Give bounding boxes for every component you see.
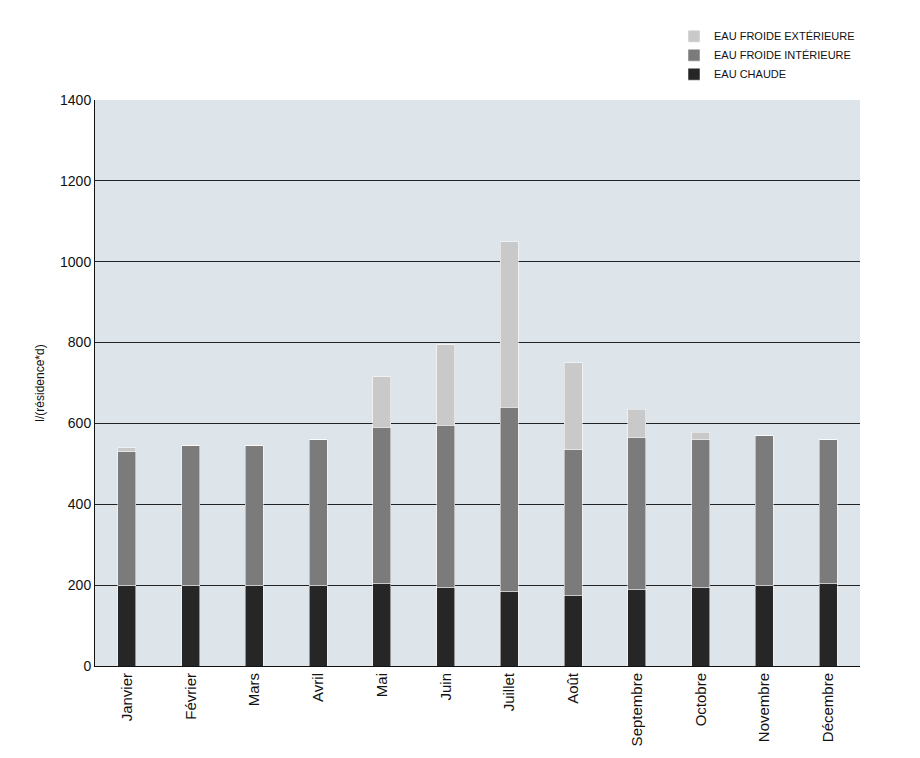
svg-text:1200: 1200 (60, 173, 91, 189)
svg-text:Avril: Avril (309, 673, 326, 702)
svg-text:Octobre: Octobre (692, 673, 709, 726)
svg-text:Novembre: Novembre (755, 673, 772, 742)
svg-text:Septembre: Septembre (628, 673, 645, 746)
svg-text:EAU FROIDE EXTÉRIEURE: EAU FROIDE EXTÉRIEURE (714, 30, 855, 42)
svg-text:Mai: Mai (373, 673, 390, 697)
svg-text:Août: Août (564, 672, 581, 704)
svg-text:Mars: Mars (245, 673, 262, 706)
svg-text:Décembre: Décembre (819, 673, 836, 742)
svg-text:0: 0 (83, 658, 91, 674)
svg-text:Juillet: Juillet (500, 672, 517, 711)
svg-text:l/(résidence*d): l/(résidence*d) (33, 344, 47, 421)
svg-text:EAU CHAUDE: EAU CHAUDE (714, 68, 786, 80)
svg-text:Février: Février (182, 673, 199, 720)
svg-text:400: 400 (68, 496, 92, 512)
svg-text:Janvier: Janvier (118, 673, 135, 721)
svg-text:800: 800 (68, 334, 92, 350)
svg-text:Juin: Juin (437, 673, 454, 701)
svg-text:EAU FROIDE INTÉRIEURE: EAU FROIDE INTÉRIEURE (714, 49, 851, 61)
svg-text:600: 600 (68, 415, 92, 431)
svg-text:1400: 1400 (60, 92, 91, 108)
svg-text:1000: 1000 (60, 254, 91, 270)
svg-text:200: 200 (68, 577, 92, 593)
